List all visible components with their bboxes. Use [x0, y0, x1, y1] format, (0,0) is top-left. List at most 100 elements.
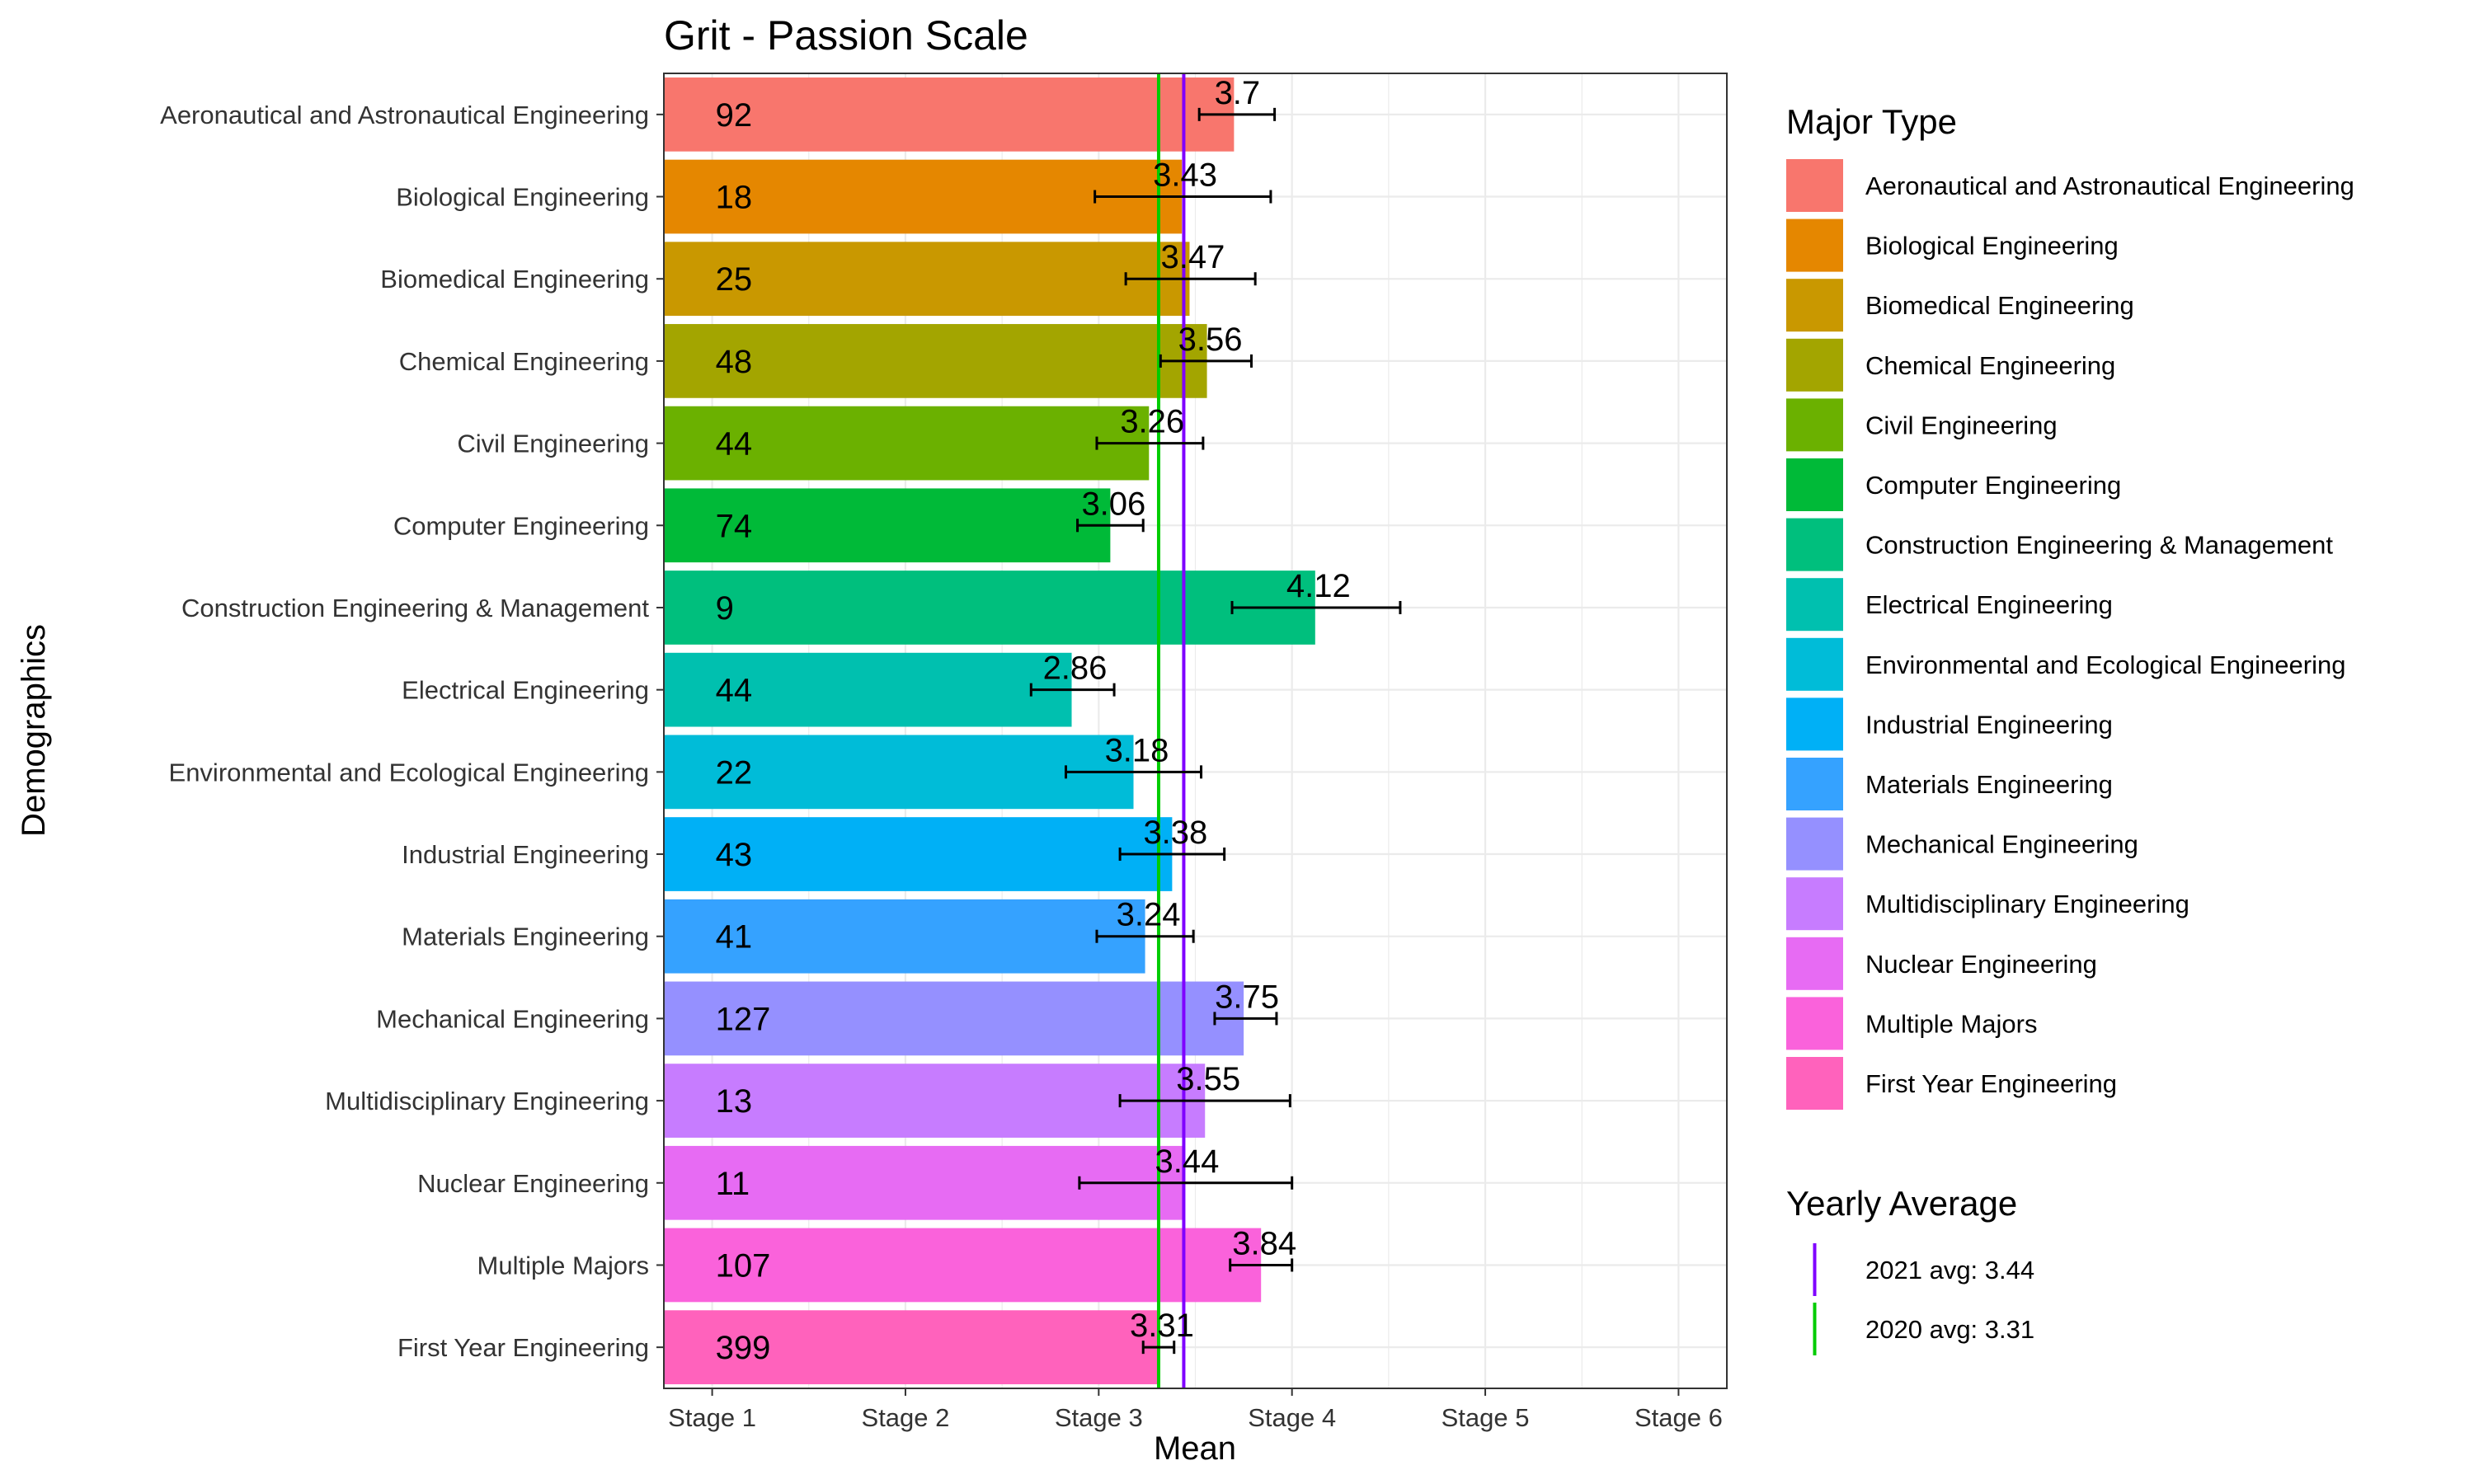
y-axis-ticks: Aeronautical and Astronautical Engineeri… [160, 101, 664, 1362]
count-label: 107 [716, 1247, 771, 1284]
error-bar [1078, 1176, 1294, 1190]
legend-ref-label: 2020 avg: 3.31 [1865, 1315, 2034, 1344]
mean-value-label: 3.75 [1215, 979, 1279, 1015]
y-tick-label: Civil Engineering [457, 430, 649, 458]
legend-label: Nuclear Engineering [1865, 950, 2097, 979]
legend: Major Type Yearly Average Aeronautical a… [1786, 102, 2354, 1355]
y-tick-label: Biological Engineering [396, 183, 649, 212]
mean-value-label: 2.86 [1043, 650, 1108, 687]
error-bar [1076, 519, 1145, 533]
y-tick-label: Industrial Engineering [402, 840, 649, 869]
bar [664, 77, 1235, 152]
error-bar [1230, 600, 1402, 614]
count-label: 48 [716, 344, 753, 380]
x-tick-label: Stage 5 [1442, 1403, 1530, 1432]
count-label: 18 [716, 180, 753, 216]
mean-value-label: 3.56 [1178, 322, 1243, 358]
mean-value-label: 3.84 [1232, 1225, 1296, 1261]
error-bar [1124, 272, 1257, 286]
mean-value-label: 3.24 [1117, 897, 1181, 933]
legend-label: Multiple Majors [1865, 1009, 2037, 1038]
legend-label: Electrical Engineering [1865, 590, 2113, 619]
mean-value-label: 3.06 [1081, 486, 1145, 522]
legend-label: Environmental and Ecological Engineering [1865, 650, 2345, 679]
bar [664, 899, 1145, 974]
chart-title: Grit - Passion Scale [664, 12, 1028, 59]
bar [664, 981, 1244, 1056]
count-label: 399 [716, 1330, 771, 1366]
count-label: 74 [716, 508, 753, 544]
error-bar [1095, 436, 1205, 450]
bar [664, 1064, 1206, 1138]
count-label: 127 [716, 1001, 771, 1037]
y-tick-label: Biomedical Engineering [380, 265, 649, 294]
bar [664, 1228, 1262, 1303]
count-label: 13 [716, 1083, 753, 1120]
ref-legend-title: Yearly Average [1786, 1184, 2017, 1223]
legend-swatch [1786, 937, 1843, 990]
error-bar [1197, 107, 1277, 121]
legend-label: Chemical Engineering [1865, 351, 2115, 380]
y-tick-label: Computer Engineering [393, 511, 649, 540]
bar [664, 242, 1190, 317]
legend-swatch [1786, 817, 1843, 871]
count-label: 92 [716, 97, 753, 134]
mean-value-label: 3.38 [1143, 815, 1207, 851]
legend-swatch [1786, 1057, 1843, 1110]
bar [664, 652, 1072, 727]
count-label: 22 [716, 754, 753, 791]
count-label: 43 [716, 837, 753, 873]
bars [664, 77, 1315, 1385]
error-bar [1118, 1094, 1291, 1108]
y-axis-title: Demographics [16, 624, 52, 837]
mean-value-label: 3.31 [1130, 1308, 1194, 1344]
x-axis-ticks: Stage 1 Stage 2 Stage 3 Stage 4 Stage 5 Stage… [668, 1388, 1723, 1432]
legend-label: First Year Engineering [1865, 1069, 2117, 1098]
mean-value-label: 3.26 [1120, 404, 1184, 440]
legend-label: Construction Engineering & Management [1865, 531, 2333, 560]
legend-swatch [1786, 458, 1843, 511]
y-tick-label: Mechanical Engineering [376, 1004, 649, 1033]
legend-label: Aeronautical and Astronautical Engineeri… [1865, 171, 2354, 200]
legend-swatch [1786, 518, 1843, 571]
y-tick-label: Materials Engineering [402, 923, 649, 951]
error-bar [1159, 354, 1253, 368]
legend-swatch [1786, 218, 1843, 272]
legend-swatch [1786, 159, 1843, 212]
bar [664, 735, 1134, 810]
legend-swatch [1786, 338, 1843, 392]
bar-labels: 3.7 92 3.43 18 3.47 25 3.56 48 3.26 44 3.06 74 4.12 9… [716, 75, 1351, 1366]
y-tick-label: Environmental and Ecological Engineering [169, 758, 649, 787]
legend-label: Computer Engineering [1865, 471, 2121, 500]
bar [664, 571, 1315, 645]
error-bar [1095, 929, 1195, 943]
legend-title: Major Type [1786, 102, 1957, 141]
x-tick-label: Stage 6 [1634, 1403, 1723, 1432]
legend-label: Materials Engineering [1865, 770, 2113, 799]
error-bar [1064, 765, 1203, 779]
legend-swatch [1786, 697, 1843, 751]
error-bar [1094, 190, 1272, 204]
legend-label: Multidisciplinary Engineering [1865, 890, 2189, 918]
legend-label: Biological Engineering [1865, 232, 2119, 261]
error-bar [1029, 683, 1116, 697]
bar [664, 488, 1111, 563]
mean-value-label: 4.12 [1286, 568, 1351, 604]
error-bar [1141, 1341, 1176, 1355]
y-tick-label: Multiple Majors [477, 1251, 649, 1280]
legend-label: Biomedical Engineering [1865, 291, 2134, 320]
y-tick-label: Multidisciplinary Engineering [325, 1087, 649, 1115]
legend-label: Mechanical Engineering [1865, 830, 2138, 859]
mean-value-label: 3.18 [1105, 732, 1169, 768]
y-tick-label: Chemical Engineering [399, 347, 649, 376]
x-tick-label: Stage 4 [1248, 1403, 1336, 1432]
error-bar [1229, 1258, 1294, 1272]
legend-swatch [1786, 997, 1843, 1050]
count-label: 44 [716, 673, 753, 709]
plot-border [663, 73, 1728, 1389]
y-tick-label: Construction Engineering & Management [181, 594, 649, 622]
legend-swatch [1786, 758, 1843, 810]
bar [664, 324, 1207, 398]
y-tick-label: First Year Engineering [397, 1333, 649, 1362]
